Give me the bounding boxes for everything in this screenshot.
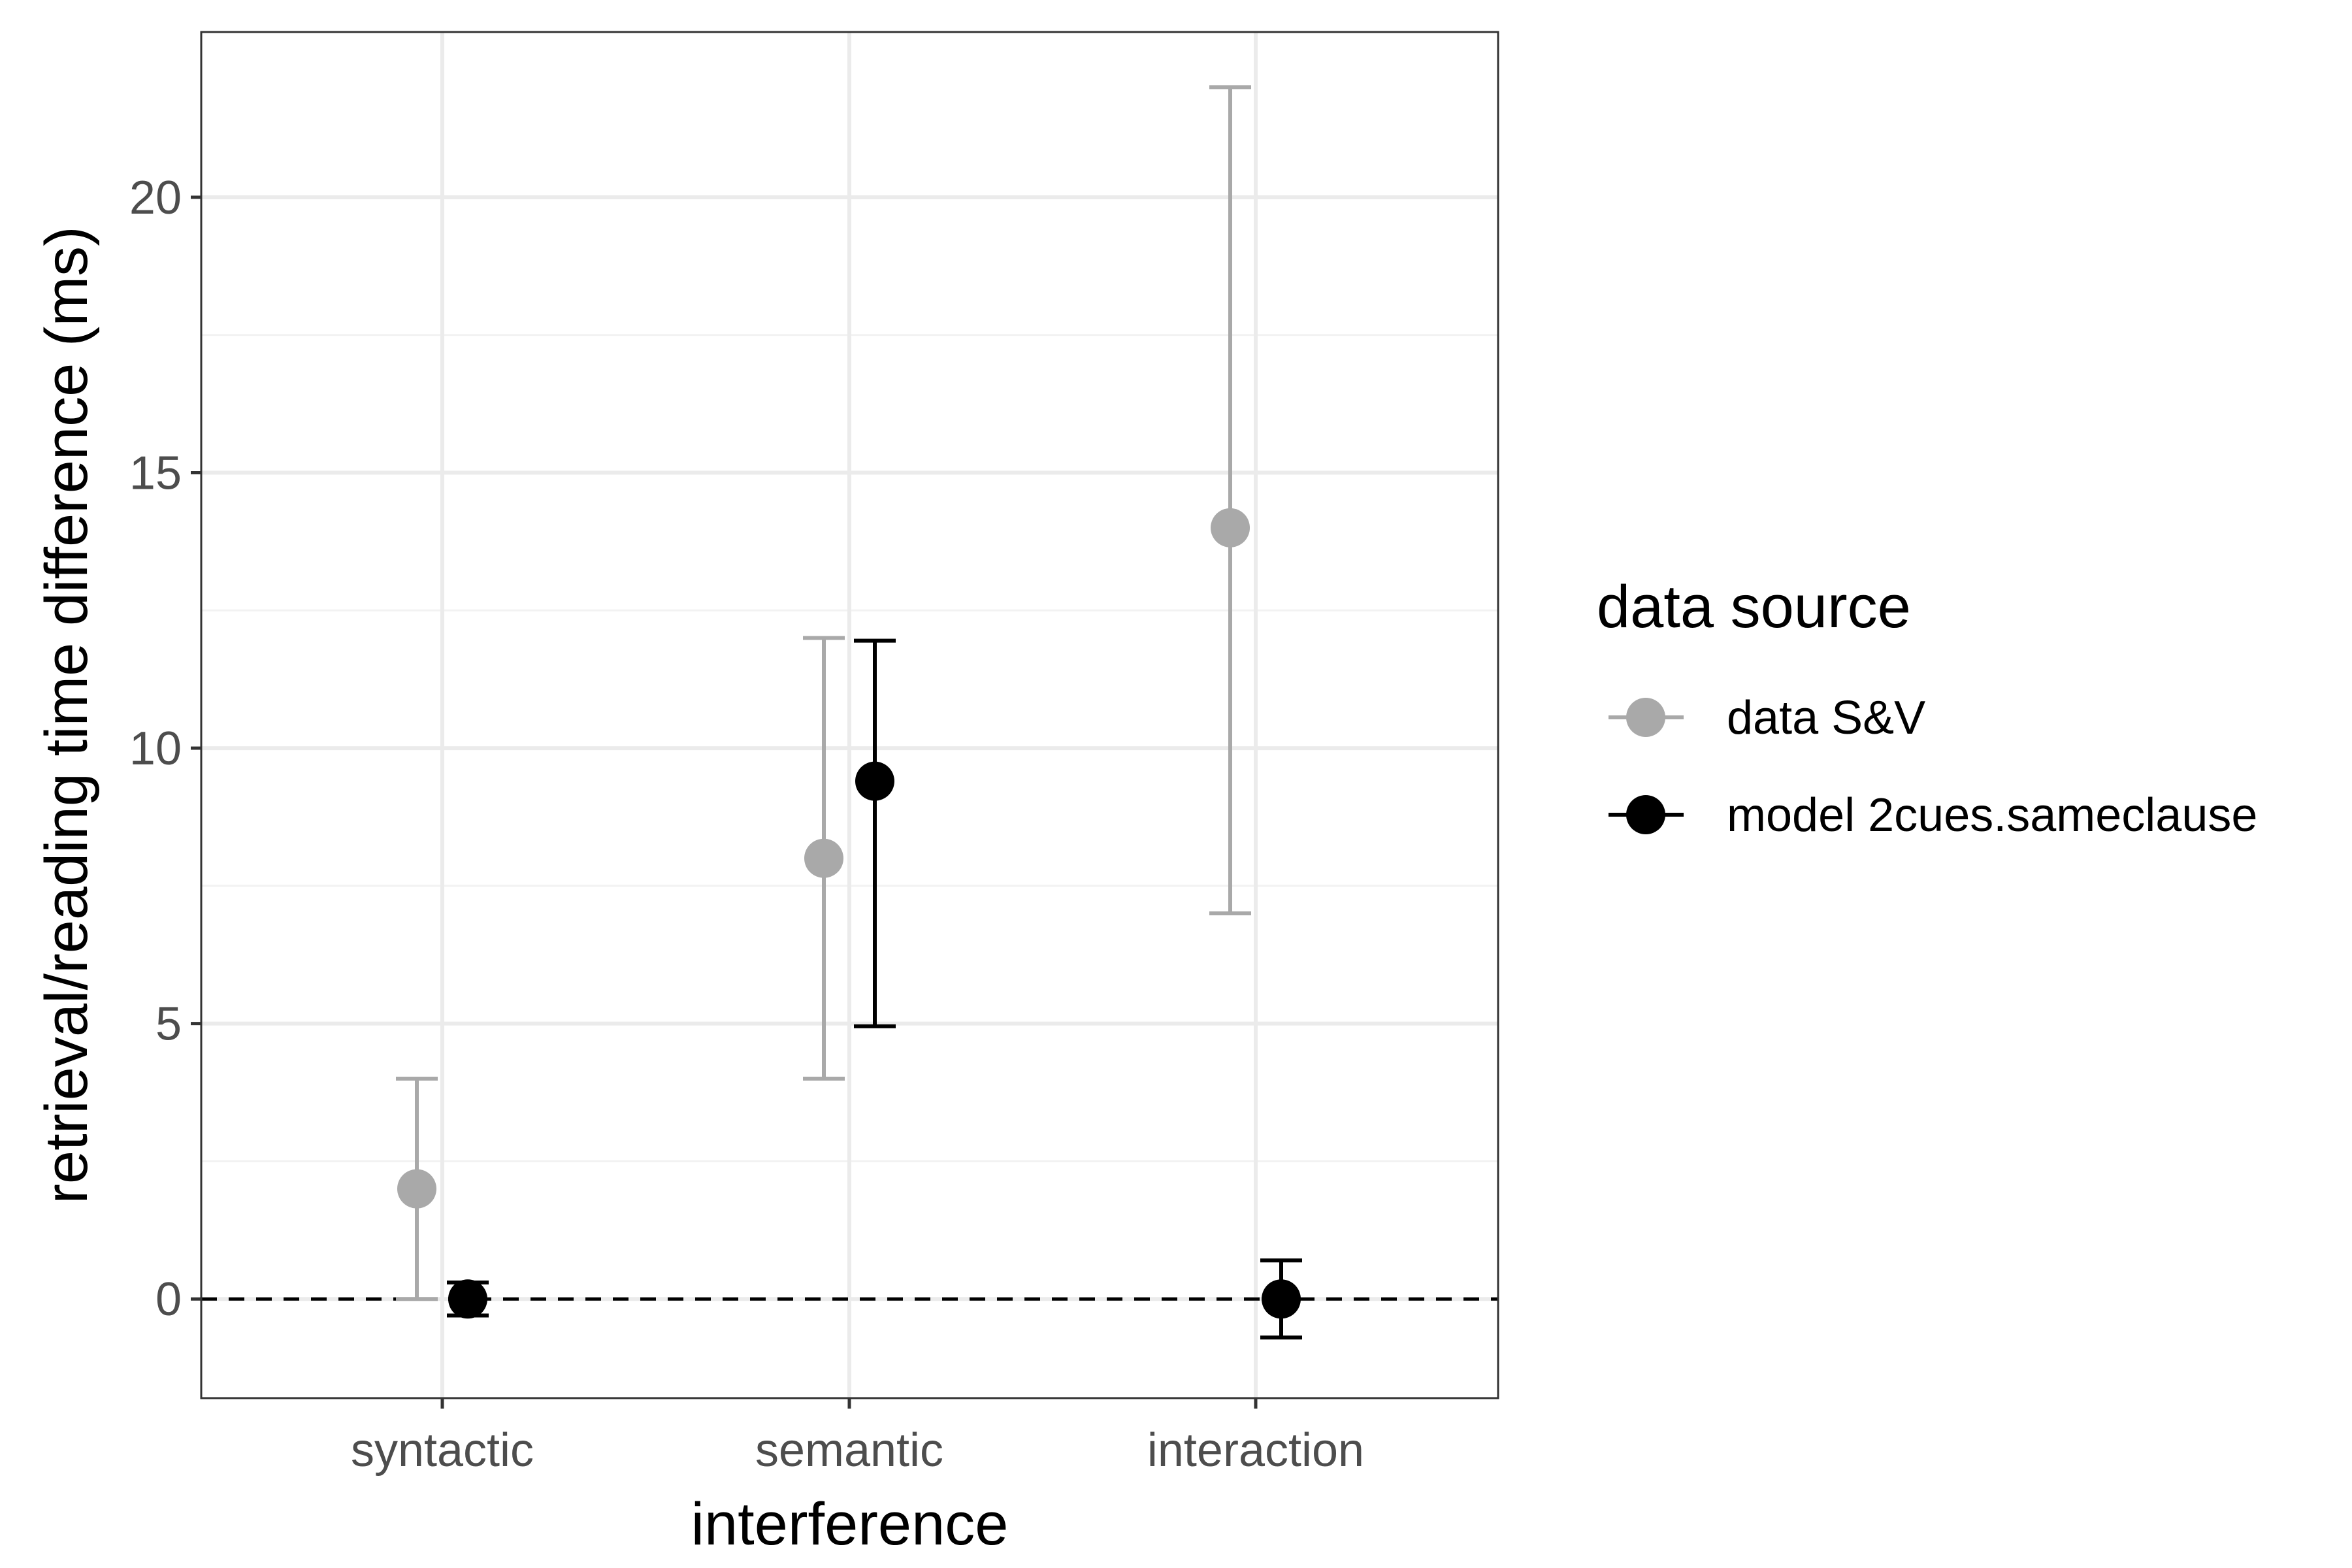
x-tick-label: interaction <box>1147 1424 1364 1477</box>
data-point <box>804 838 843 878</box>
series-model <box>447 638 1302 1340</box>
legend-key-point <box>1626 698 1665 737</box>
series-data <box>396 85 1251 1301</box>
x-tick-label: semantic <box>755 1424 943 1477</box>
y-tick-label: 20 <box>129 172 182 224</box>
legend: data source data S&V model 2cues.sameclau… <box>1597 574 2257 841</box>
legend-key <box>1609 795 1684 834</box>
legend-title: data source <box>1597 574 1911 640</box>
x-axis-title: interference <box>691 1491 1009 1558</box>
data-point <box>855 761 894 801</box>
error-bar <box>854 638 896 1028</box>
y-axis-title: retrieval/reading time difference (ms) <box>33 226 100 1203</box>
data-point <box>1211 508 1250 547</box>
x-tick-label: syntactic <box>351 1424 534 1477</box>
legend-label: data S&V <box>1727 692 1925 744</box>
data-marks <box>396 85 1302 1340</box>
data-point <box>448 1279 487 1319</box>
axes: 0 5 10 15 20 syntactic semantic interaction <box>129 172 1364 1477</box>
legend-key <box>1609 698 1684 737</box>
legend-label: model 2cues.sameclause <box>1727 789 2257 841</box>
data-point <box>397 1169 436 1209</box>
y-tick-label: 5 <box>155 998 182 1051</box>
y-tick-label: 10 <box>129 723 182 775</box>
error-bar <box>1209 85 1251 916</box>
legend-key-point <box>1626 795 1665 834</box>
data-point <box>1262 1279 1301 1319</box>
y-tick-label: 15 <box>129 448 182 500</box>
y-tick-label: 0 <box>155 1273 182 1326</box>
